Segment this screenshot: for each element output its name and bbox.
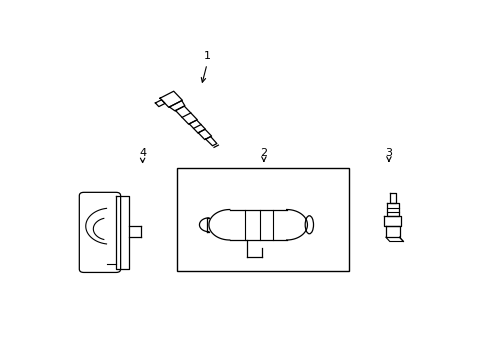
Text: 3: 3 <box>385 148 392 158</box>
Bar <box>176 168 348 270</box>
Text: 1: 1 <box>203 51 210 61</box>
Text: 2: 2 <box>260 148 267 158</box>
Text: 4: 4 <box>139 148 146 158</box>
